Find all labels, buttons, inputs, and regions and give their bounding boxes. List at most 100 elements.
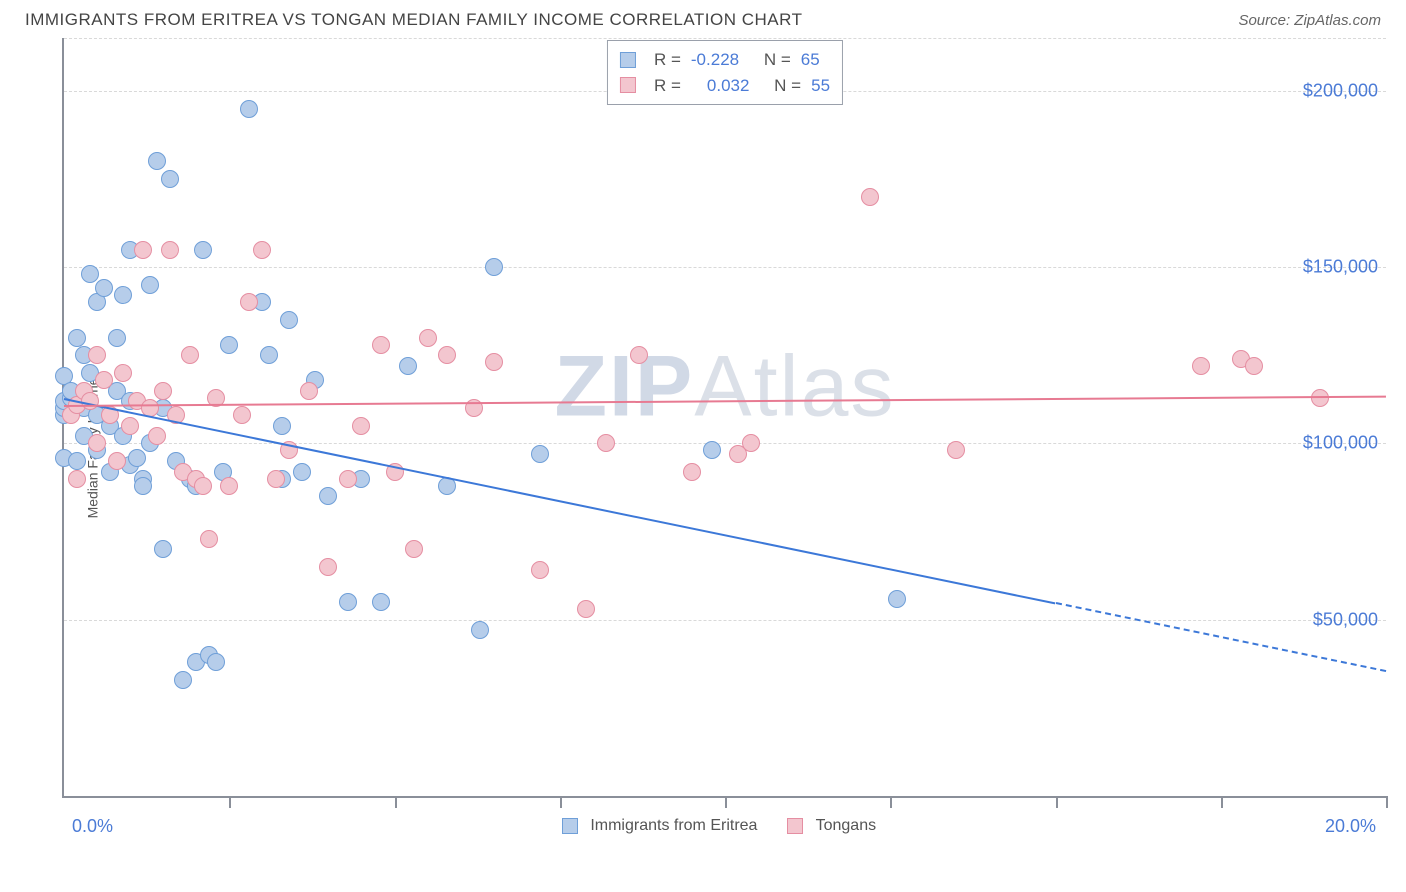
y-tick-label: $100,000 bbox=[1303, 433, 1378, 454]
scatter-point-eritrea bbox=[273, 417, 291, 435]
scatter-point-tongans bbox=[577, 600, 595, 618]
scatter-point-eritrea bbox=[174, 671, 192, 689]
scatter-point-eritrea bbox=[485, 258, 503, 276]
x-tick bbox=[1056, 796, 1058, 808]
scatter-point-tongans bbox=[240, 293, 258, 311]
swatch-tongans-bottom bbox=[787, 818, 803, 834]
x-tick bbox=[560, 796, 562, 808]
scatter-point-tongans bbox=[161, 241, 179, 259]
scatter-point-eritrea bbox=[95, 279, 113, 297]
title-row: IMMIGRANTS FROM ERITREA VS TONGAN MEDIAN… bbox=[20, 10, 1386, 38]
series-legend: Immigrants from Eritrea Tongans bbox=[562, 817, 876, 835]
scatter-point-eritrea bbox=[114, 286, 132, 304]
scatter-point-tongans bbox=[438, 346, 456, 364]
scatter-point-tongans bbox=[1192, 357, 1210, 375]
scatter-point-tongans bbox=[154, 382, 172, 400]
scatter-point-eritrea bbox=[148, 152, 166, 170]
x-tick bbox=[1386, 796, 1388, 808]
legend-n-label: N = bbox=[764, 47, 791, 73]
scatter-point-tongans bbox=[108, 452, 126, 470]
x-tick bbox=[725, 796, 727, 808]
scatter-point-tongans bbox=[95, 371, 113, 389]
trend-line-tongans bbox=[64, 395, 1386, 406]
x-axis-min-label: 0.0% bbox=[72, 816, 113, 837]
gridline-h bbox=[64, 38, 1386, 39]
legend-label-tongans: Tongans bbox=[816, 817, 877, 834]
scatter-point-tongans bbox=[742, 434, 760, 452]
scatter-point-tongans bbox=[267, 470, 285, 488]
scatter-point-tongans bbox=[148, 427, 166, 445]
x-axis-row: 0.0% Immigrants from Eritrea Tongans 20.… bbox=[62, 812, 1386, 840]
scatter-point-tongans bbox=[419, 329, 437, 347]
scatter-point-tongans bbox=[200, 530, 218, 548]
trend-line-eritrea bbox=[64, 398, 1056, 604]
scatter-point-eritrea bbox=[161, 170, 179, 188]
swatch-eritrea bbox=[620, 52, 636, 68]
scatter-point-tongans bbox=[181, 346, 199, 364]
gridline-h bbox=[64, 443, 1386, 444]
scatter-point-tongans bbox=[352, 417, 370, 435]
scatter-point-tongans bbox=[253, 241, 271, 259]
plot-outer: Median Family Income ZIPAtlas R = -0.228… bbox=[20, 38, 1386, 858]
scatter-point-tongans bbox=[531, 561, 549, 579]
scatter-point-tongans bbox=[485, 353, 503, 371]
scatter-point-eritrea bbox=[194, 241, 212, 259]
scatter-point-eritrea bbox=[240, 100, 258, 118]
scatter-point-tongans bbox=[81, 392, 99, 410]
scatter-point-tongans bbox=[68, 470, 86, 488]
y-tick-label: $200,000 bbox=[1303, 80, 1378, 101]
watermark-zip: ZIP bbox=[555, 338, 695, 434]
legend-item-tongans: Tongans bbox=[787, 817, 876, 835]
chart-container: IMMIGRANTS FROM ERITREA VS TONGAN MEDIAN… bbox=[0, 0, 1406, 892]
scatter-point-tongans bbox=[319, 558, 337, 576]
scatter-point-tongans bbox=[121, 417, 139, 435]
scatter-point-eritrea bbox=[207, 653, 225, 671]
scatter-point-eritrea bbox=[399, 357, 417, 375]
watermark-atlas: Atlas bbox=[694, 338, 895, 434]
x-tick bbox=[395, 796, 397, 808]
gridline-h bbox=[64, 267, 1386, 268]
scatter-point-eritrea bbox=[141, 276, 159, 294]
scatter-point-tongans bbox=[630, 346, 648, 364]
legend-r-value-eritrea: -0.228 bbox=[691, 47, 739, 73]
scatter-point-eritrea bbox=[260, 346, 278, 364]
x-axis-max-label: 20.0% bbox=[1325, 816, 1376, 837]
scatter-point-eritrea bbox=[68, 329, 86, 347]
scatter-point-tongans bbox=[220, 477, 238, 495]
x-tick bbox=[890, 796, 892, 808]
scatter-point-tongans bbox=[372, 336, 390, 354]
scatter-point-tongans bbox=[114, 364, 132, 382]
gridline-h bbox=[64, 620, 1386, 621]
scatter-point-eritrea bbox=[108, 329, 126, 347]
chart-title: IMMIGRANTS FROM ERITREA VS TONGAN MEDIAN… bbox=[25, 10, 802, 30]
scatter-point-tongans bbox=[1245, 357, 1263, 375]
scatter-point-tongans bbox=[233, 406, 251, 424]
legend-row-tongans: R = 0.032 N = 55 bbox=[620, 73, 830, 99]
legend-r-label: R = bbox=[654, 73, 681, 99]
scatter-point-eritrea bbox=[81, 265, 99, 283]
scatter-point-tongans bbox=[947, 441, 965, 459]
correlation-legend: R = -0.228 N = 65 R = 0.032 N = 55 bbox=[607, 40, 843, 105]
plot-area: ZIPAtlas R = -0.228 N = 65 R = 0.032 bbox=[62, 38, 1386, 798]
legend-n-label: N = bbox=[774, 73, 801, 99]
scatter-point-eritrea bbox=[372, 593, 390, 611]
scatter-point-tongans bbox=[88, 434, 106, 452]
scatter-point-eritrea bbox=[319, 487, 337, 505]
scatter-point-tongans bbox=[405, 540, 423, 558]
scatter-point-eritrea bbox=[134, 477, 152, 495]
scatter-point-tongans bbox=[683, 463, 701, 481]
legend-n-value-eritrea: 65 bbox=[801, 47, 820, 73]
scatter-point-tongans bbox=[134, 241, 152, 259]
scatter-point-eritrea bbox=[471, 621, 489, 639]
scatter-point-eritrea bbox=[339, 593, 357, 611]
legend-row-eritrea: R = -0.228 N = 65 bbox=[620, 47, 830, 73]
scatter-point-eritrea bbox=[154, 540, 172, 558]
scatter-point-eritrea bbox=[703, 441, 721, 459]
scatter-point-eritrea bbox=[68, 452, 86, 470]
scatter-point-eritrea bbox=[888, 590, 906, 608]
legend-n-value-tongans: 55 bbox=[811, 73, 830, 99]
scatter-point-eritrea bbox=[280, 311, 298, 329]
watermark: ZIPAtlas bbox=[555, 337, 896, 436]
scatter-point-tongans bbox=[300, 382, 318, 400]
swatch-eritrea-bottom bbox=[562, 818, 578, 834]
